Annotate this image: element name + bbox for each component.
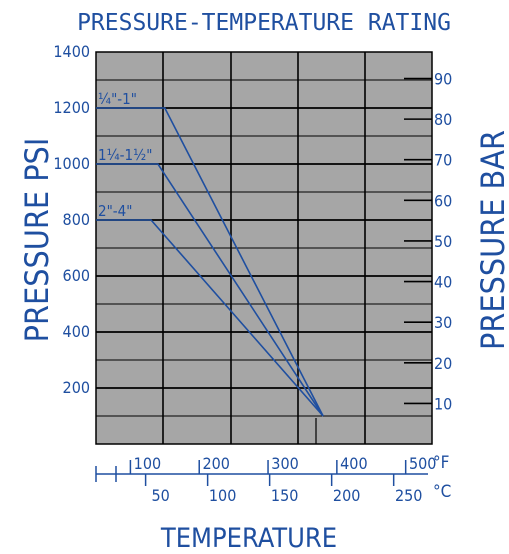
series-label: ¼"-1" bbox=[98, 90, 137, 108]
bar-tick-label: 10 bbox=[434, 394, 452, 413]
psi-tick-label: 1000 bbox=[53, 154, 90, 173]
f-tick-label: 200 bbox=[202, 454, 229, 473]
c-unit-label: °C bbox=[433, 482, 451, 502]
bar-tick-label: 70 bbox=[434, 151, 452, 170]
series-line bbox=[96, 219, 324, 417]
f-tick-label: 400 bbox=[340, 454, 367, 473]
series-label: 2"-4" bbox=[98, 202, 132, 220]
bar-axis: 10 20 30 40 50 60 70 80 90 bbox=[434, 70, 452, 414]
psi-axis: 200 400 600 800 1000 1200 1400 bbox=[53, 42, 90, 397]
bar-tick-label: 20 bbox=[434, 354, 452, 373]
psi-tick-label: 400 bbox=[63, 322, 90, 341]
f-tick-label: 100 bbox=[134, 454, 161, 473]
psi-tick-label: 1400 bbox=[53, 42, 90, 61]
psi-tick-label: 600 bbox=[63, 266, 90, 285]
series-label: 1¼-1½" bbox=[98, 146, 152, 164]
f-tick-label: 300 bbox=[271, 454, 298, 473]
bar-tick-label: 80 bbox=[434, 110, 452, 129]
bar-tick-label: 30 bbox=[434, 313, 452, 332]
chart-title: PRESSURE-TEMPERATURE RATING bbox=[77, 10, 451, 36]
bar-tick-label: 50 bbox=[434, 232, 452, 251]
bar-axis-ticks bbox=[404, 77, 432, 405]
psi-tick-label: 1200 bbox=[53, 98, 90, 117]
y-axis-label: PRESSURE PSI bbox=[18, 138, 56, 343]
temperature-axis: 100 200 300 400 500 50 100 150 200 250 bbox=[95, 454, 436, 505]
c-tick-label: 150 bbox=[271, 486, 298, 505]
bar-tick-label: 60 bbox=[434, 191, 452, 210]
x-axis-label: TEMPERATURE bbox=[160, 523, 337, 554]
c-tick-label: 200 bbox=[333, 486, 360, 505]
psi-tick-label: 200 bbox=[63, 378, 90, 397]
bar-tick-label: 40 bbox=[434, 273, 452, 292]
c-tick-label: 250 bbox=[395, 486, 422, 505]
c-tick-label: 100 bbox=[209, 486, 236, 505]
c-tick-label: 50 bbox=[151, 486, 169, 505]
series-line bbox=[96, 163, 324, 417]
f-tick-label: 500 bbox=[409, 454, 436, 473]
bar-tick-label: 90 bbox=[434, 70, 452, 89]
f-unit-label: °F bbox=[433, 453, 449, 473]
series-layer: ¼"-1" 1¼-1½" 2"-4" bbox=[96, 90, 324, 417]
y2-axis-label: PRESSURE BAR bbox=[474, 130, 509, 350]
series-line bbox=[96, 107, 324, 417]
psi-tick-label: 800 bbox=[63, 210, 90, 229]
